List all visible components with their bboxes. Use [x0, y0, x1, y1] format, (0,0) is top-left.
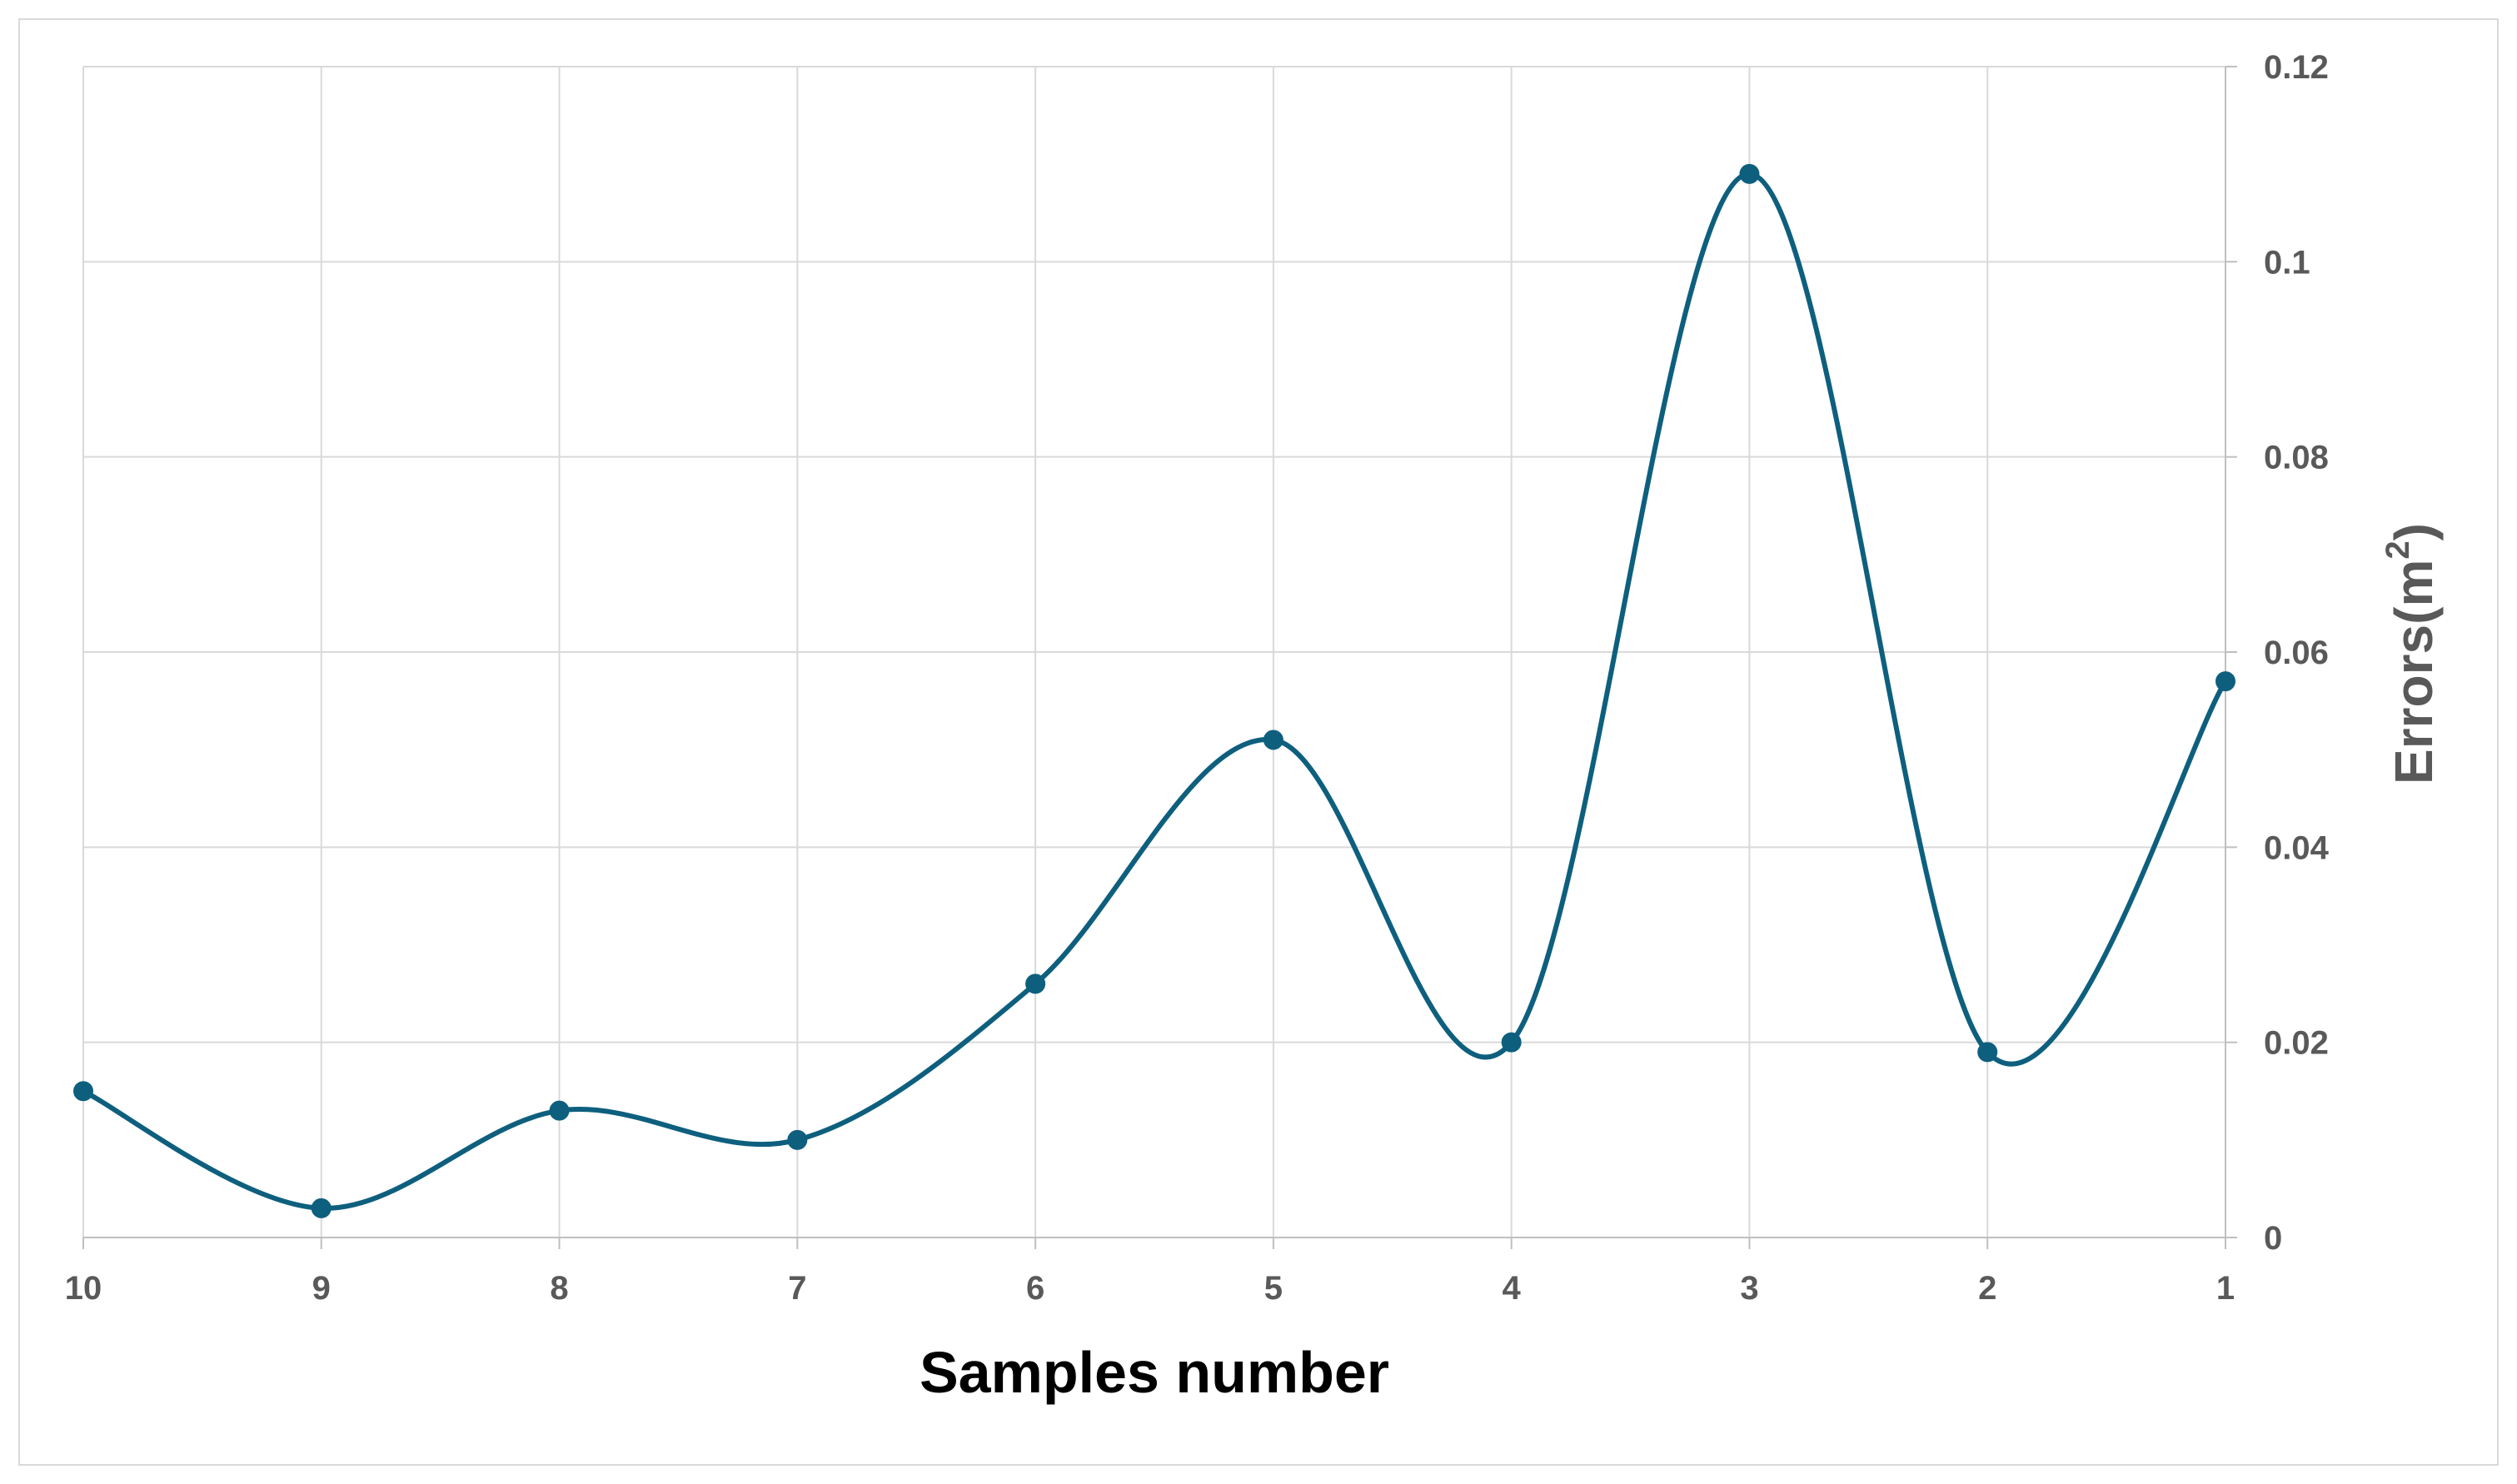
data-point-marker [2215, 671, 2235, 692]
y-axis-title: Errors(m2) [2380, 523, 2444, 784]
x-tick-label: 3 [1740, 1270, 1758, 1307]
data-point-marker [1263, 730, 1283, 750]
x-tick-label: 8 [550, 1270, 568, 1307]
series-line [81, 171, 2228, 1211]
x-tick-label: 9 [312, 1270, 331, 1307]
x-tick-label: 4 [1503, 1270, 1522, 1307]
data-point-marker [1739, 163, 1760, 184]
y-tick-label: 0.06 [2264, 635, 2329, 671]
data-point-marker [1025, 974, 1046, 994]
chart-axes [82, 66, 2237, 1249]
data-point-marker [1501, 1032, 1522, 1053]
y-tick-label: 0.02 [2264, 1025, 2329, 1062]
data-point-marker [73, 1081, 93, 1102]
x-tick-labels: 10 9 8 7 6 5 4 3 2 1 [65, 1270, 2235, 1307]
y-tick-label: 0.12 [2264, 49, 2329, 86]
x-tick-label: 6 [1026, 1270, 1044, 1307]
x-tick-label: 7 [788, 1270, 806, 1307]
x-tick-label: 2 [1978, 1270, 1996, 1307]
x-axis-title: Samples number [920, 1340, 1389, 1405]
y-tick-label: 0 [2264, 1220, 2282, 1257]
x-tick-label: 1 [2216, 1270, 2235, 1307]
y-tick-label: 0.1 [2264, 244, 2310, 281]
y-tick-label: 0.04 [2264, 829, 2330, 866]
y-tick-labels: 0 0.02 0.04 0.06 0.08 0.1 0.12 [2264, 49, 2330, 1257]
y-axis-title-superscript: 2 [2380, 540, 2416, 559]
data-point-marker [549, 1100, 570, 1121]
data-point-marker [311, 1198, 331, 1218]
series-layer [73, 163, 2235, 1218]
data-point-marker [1977, 1042, 1998, 1063]
y-axis-title-close: ) [2384, 523, 2444, 540]
x-tick-label: 5 [1264, 1270, 1283, 1307]
x-tick-label: 10 [65, 1270, 102, 1307]
horizontal-gridlines [83, 66, 2225, 1043]
data-point-marker [787, 1129, 808, 1150]
y-tick-label: 0.08 [2264, 440, 2329, 476]
y-axis-title-base: Errors(m [2384, 560, 2444, 784]
